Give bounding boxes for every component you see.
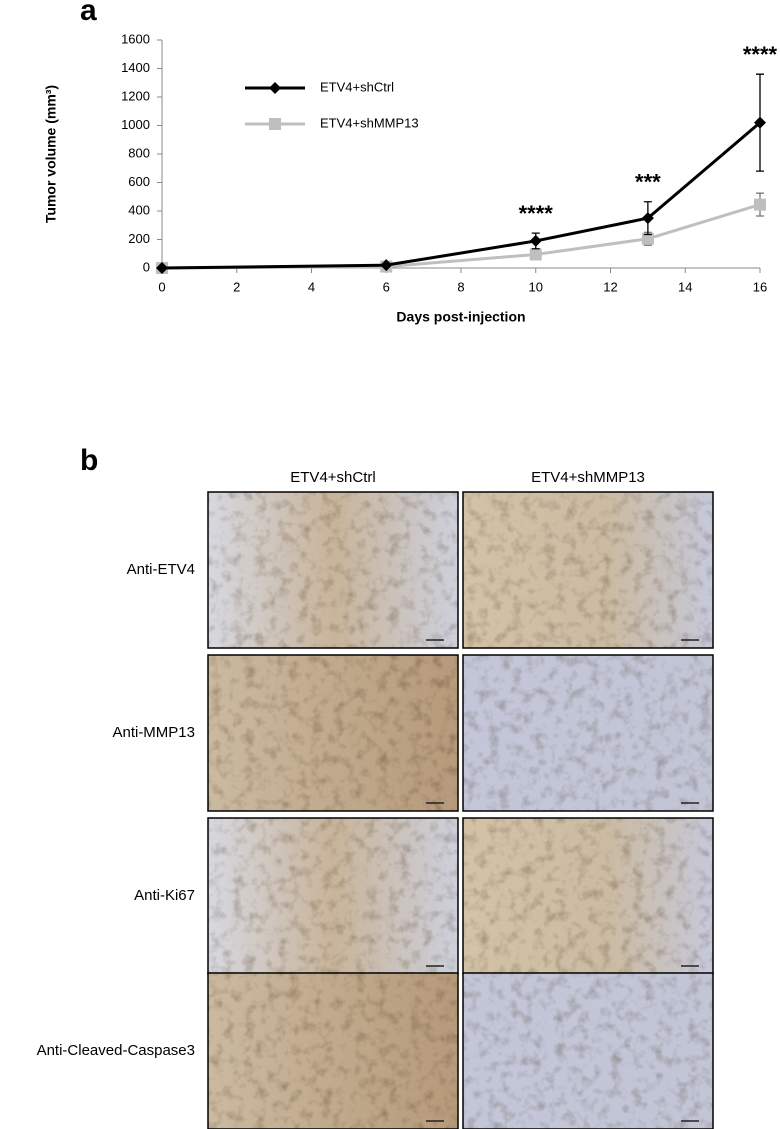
micrograph <box>463 655 713 811</box>
data-point <box>754 116 766 129</box>
column-header: ETV4+shCtrl <box>290 469 375 486</box>
column-header: ETV4+shMMP13 <box>531 469 645 486</box>
x-tick-label: 12 <box>603 279 617 294</box>
significance: *** <box>635 170 661 195</box>
legend-label: ETV4+shMMP13 <box>320 115 419 130</box>
series-line <box>161 203 761 270</box>
y-tick-label: 800 <box>128 145 150 160</box>
row-label: Anti-ETV4 <box>127 561 195 578</box>
x-tick-label: 4 <box>308 279 315 294</box>
data-point <box>529 234 542 247</box>
row-label: Anti-MMP13 <box>112 724 195 741</box>
micrograph <box>208 818 458 974</box>
micrograph <box>208 973 458 1129</box>
x-axis-title: Days post-injection <box>396 309 525 325</box>
x-tick-label: 16 <box>753 279 767 294</box>
y-tick-label: 600 <box>128 174 150 189</box>
data-point <box>641 212 654 225</box>
y-tick-label: 1000 <box>121 117 150 132</box>
micrograph <box>463 492 713 648</box>
series-line <box>161 121 761 270</box>
significance: **** <box>519 201 554 226</box>
y-tick-label: 400 <box>128 202 150 217</box>
micrograph-frame <box>207 972 459 1129</box>
micrograph-frame <box>207 491 459 649</box>
data-point <box>754 198 766 211</box>
micrograph-frame <box>462 654 714 812</box>
significance: **** <box>743 42 778 67</box>
data-point <box>380 259 393 272</box>
y-tick-label: 1600 <box>121 31 150 46</box>
micrograph-frame <box>462 972 714 1129</box>
panel-label: b <box>80 444 98 477</box>
y-axis-title: Tumor volume (mm³) <box>43 85 59 223</box>
data-point <box>529 248 542 261</box>
legend-marker <box>269 118 281 130</box>
x-tick-label: 10 <box>529 279 543 294</box>
data-point <box>156 262 168 274</box>
y-tick-label: 1200 <box>121 88 150 103</box>
x-tick-label: 2 <box>233 279 240 294</box>
micrograph <box>463 973 713 1129</box>
micrograph <box>208 492 458 648</box>
micrograph-frame <box>207 654 459 812</box>
data-point <box>641 232 654 245</box>
x-tick-label: 8 <box>457 279 464 294</box>
y-tick-label: 1400 <box>121 60 150 75</box>
x-tick-label: 14 <box>678 279 692 294</box>
legend-marker <box>269 82 281 94</box>
y-tick-label: 200 <box>128 231 150 246</box>
micrograph <box>463 818 713 974</box>
row-label: Anti-Ki67 <box>134 887 195 904</box>
y-tick-label: 0 <box>143 259 150 274</box>
x-tick-label: 0 <box>158 279 165 294</box>
legend-label: ETV4+shCtrl <box>320 79 394 94</box>
micrograph-frame <box>462 491 714 649</box>
row-label: Anti-Cleaved-Caspase3 <box>37 1042 195 1059</box>
x-tick-label: 6 <box>383 279 390 294</box>
panel-label: a <box>80 0 97 27</box>
micrograph <box>208 655 458 811</box>
